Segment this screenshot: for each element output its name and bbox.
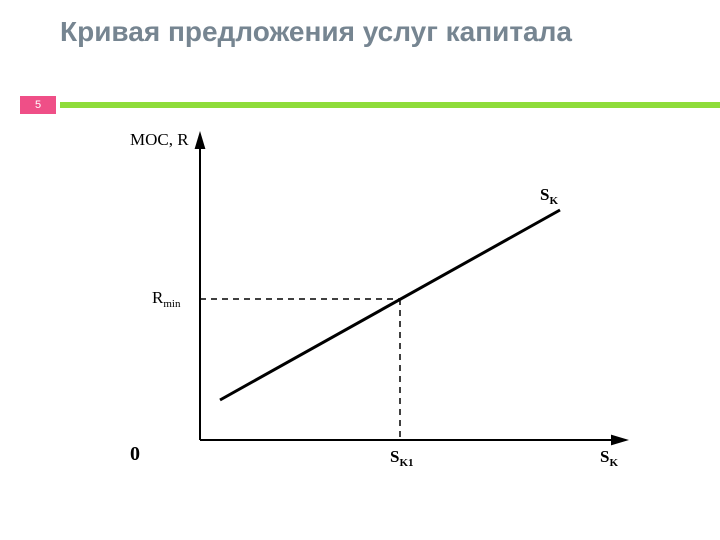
page-number-badge: 5 — [20, 96, 56, 114]
sk1-tick-label: SK1 — [390, 447, 414, 469]
page-number: 5 — [35, 99, 41, 111]
curve-label: SK — [540, 185, 558, 207]
r-min-label: Rmin — [152, 288, 181, 310]
slide: Кривая предложения услуг капитала 5 MOC,… — [0, 0, 720, 540]
slide-title: Кривая предложения услуг капитала — [60, 16, 660, 48]
y-axis-arrow — [195, 131, 206, 149]
y-axis-label: MOC, R — [130, 130, 189, 149]
chart-svg: MOC, R 0 Rmin SK1 SK SK — [60, 120, 660, 500]
origin-label: 0 — [130, 443, 140, 465]
x-axis-label: SK — [600, 447, 618, 469]
x-axis-arrow — [611, 435, 629, 446]
supply-curve-chart: MOC, R 0 Rmin SK1 SK SK — [60, 120, 660, 500]
supply-curve — [220, 210, 560, 400]
accent-bar — [60, 102, 720, 108]
